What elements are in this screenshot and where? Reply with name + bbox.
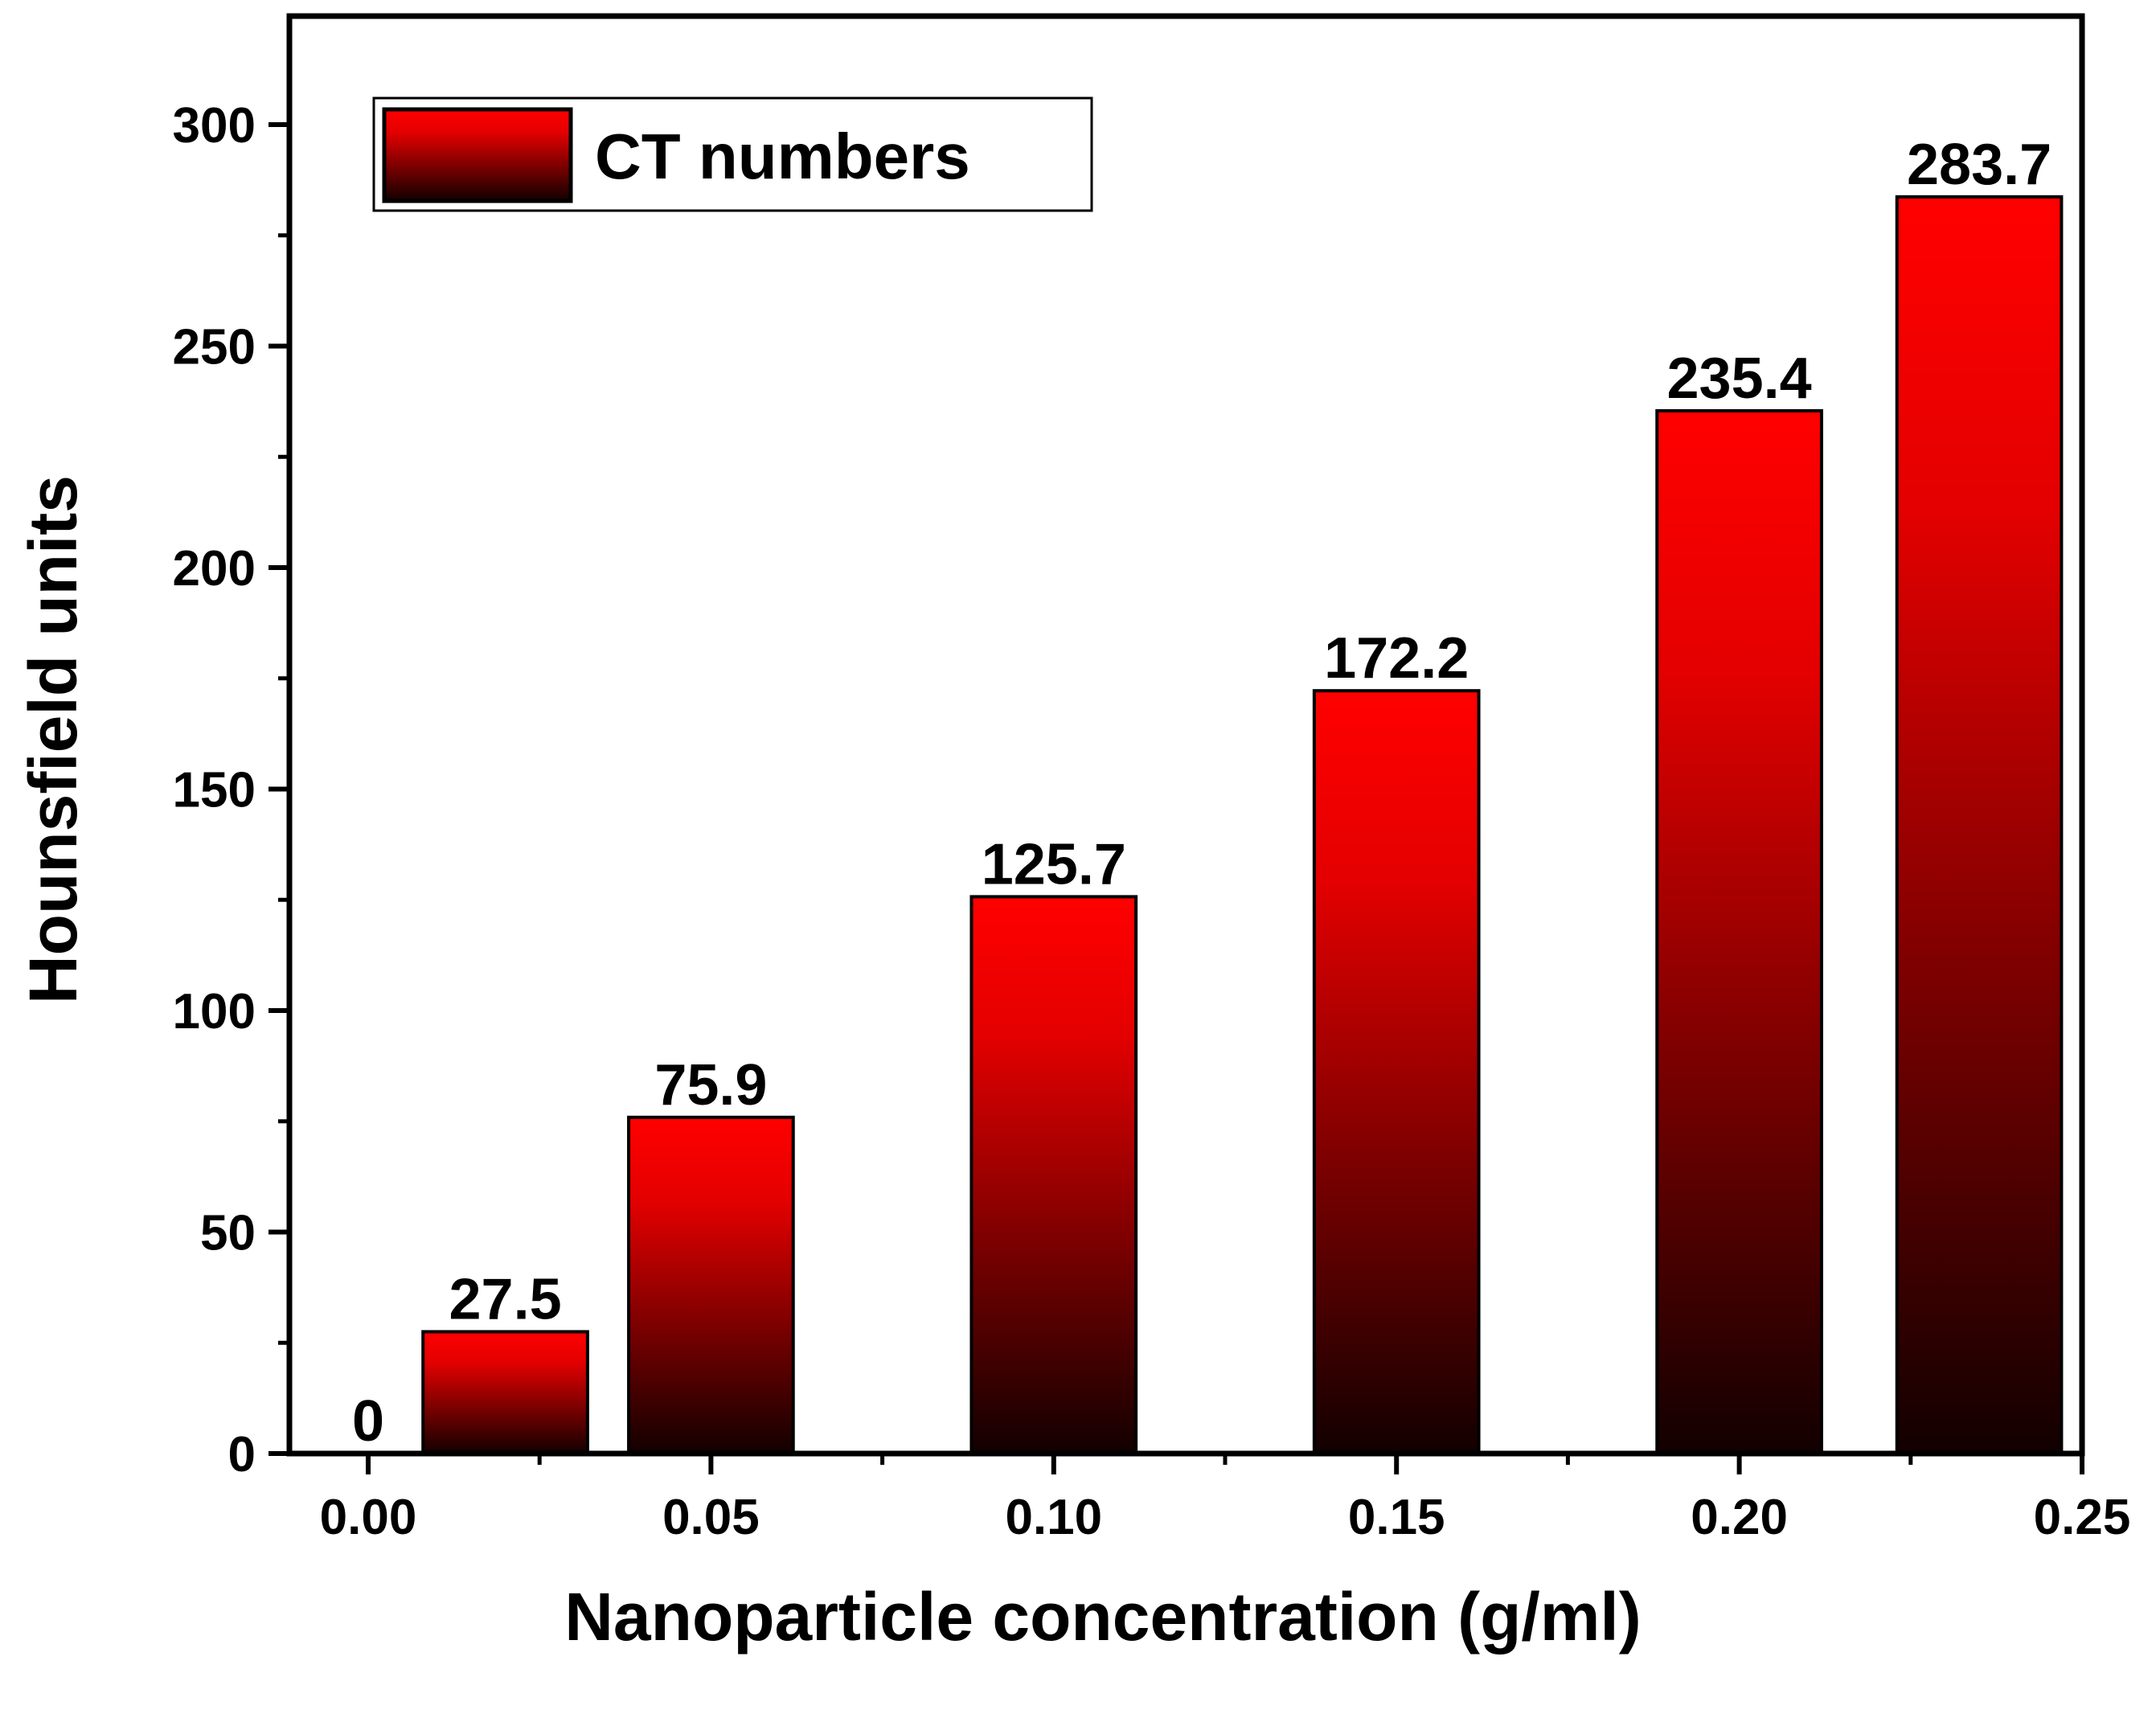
plot-frame [286,13,2085,1457]
bar-2 [627,1115,795,1456]
x-tick-label-5: 0.25 [2034,1490,2131,1545]
axes-layer: 0 50 100 150 200 250 300 0.00 0.05 0.10 0.15 0.20 0.… [173,13,2131,1545]
data-label-6: 283.7 [1907,133,2051,197]
x-axis-title: Nanoparticle concentration (g/ml) [564,1579,1642,1655]
data-label-3: 125.7 [982,832,1126,896]
data-label-4: 172.2 [1324,626,1469,691]
y-axis-title: Hounsfield units [15,475,91,1004]
bar-3 [969,895,1138,1455]
data-labels-layer: 0 27.5 75.9 125.7 172.2 235.4 283.7 [352,133,2051,1454]
legend-swatch [382,107,573,203]
y-tick-label-6: 300 [173,98,256,154]
bars-layer [421,195,2064,1456]
bar-4 [1312,689,1481,1455]
legend-label: CT numbers [595,121,970,192]
x-tick-label-3: 0.15 [1348,1490,1445,1545]
legend: CT numbers [372,96,1093,212]
x-tick-label-0: 0.00 [320,1490,417,1545]
bar-6 [1895,195,2064,1456]
data-label-0: 0 [352,1389,384,1454]
bar-5 [1655,408,1823,1455]
y-tick-label-3: 150 [173,763,256,818]
data-label-5: 235.4 [1667,347,1812,411]
y-tick-label-5: 250 [173,320,256,375]
data-label-1: 27.5 [449,1267,561,1331]
y-tick-label-2: 100 [173,984,256,1040]
y-tick-label-0: 0 [228,1427,256,1482]
x-tick-label-2: 0.10 [1005,1490,1102,1545]
data-label-2: 75.9 [654,1053,767,1117]
bar-1 [421,1330,589,1455]
y-tick-label-4: 200 [173,541,256,597]
y-tick-label-1: 50 [200,1206,256,1261]
x-tick-label-1: 0.05 [662,1490,760,1545]
x-tick-label-4: 0.20 [1691,1490,1788,1545]
